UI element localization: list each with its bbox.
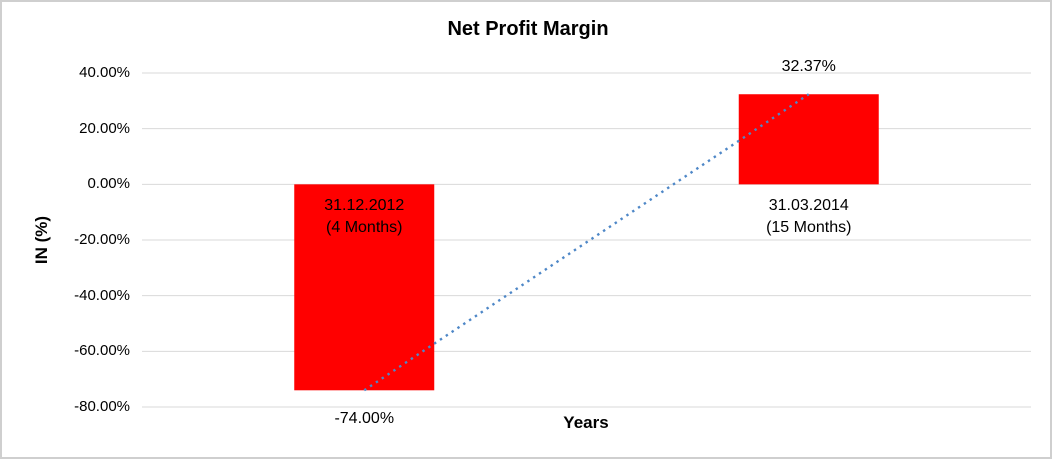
y-tick-label: 0.00% xyxy=(87,175,130,193)
category-label: 31.03.2014 (15 Months) xyxy=(719,195,899,239)
bar xyxy=(294,184,435,391)
category-label-line: 31.03.2014 xyxy=(768,197,849,215)
category-label-line: 31.12.2012 xyxy=(324,197,405,215)
category-label: 31.12.2012 (4 Months) xyxy=(274,195,454,239)
bar-data-label: 32.37% xyxy=(781,58,836,76)
chart-title: Net Profit Margin xyxy=(447,18,609,40)
y-tick-label: -60.00% xyxy=(74,342,130,360)
y-tick-label: 40.00% xyxy=(79,64,130,81)
bar-data-label: -74.00% xyxy=(334,410,395,428)
category-label-line: (4 Months) xyxy=(326,219,403,237)
trendline xyxy=(363,93,810,392)
y-tick-label: -40.00% xyxy=(74,286,130,304)
y-tick-label: -20.00% xyxy=(74,231,130,248)
y-tick-label: -80.00% xyxy=(74,398,130,415)
y-tick-label: 20.00% xyxy=(79,119,130,137)
x-axis-title: Years xyxy=(563,413,609,432)
category-label-line: (15 Months) xyxy=(766,219,852,237)
bar xyxy=(738,94,879,185)
